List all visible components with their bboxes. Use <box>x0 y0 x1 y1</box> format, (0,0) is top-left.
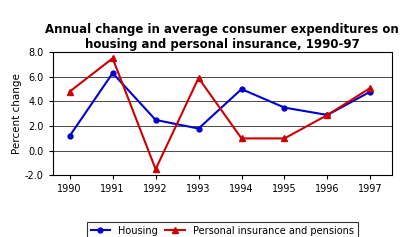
Title: Annual change in average consumer expenditures on
housing and personal insurance: Annual change in average consumer expend… <box>45 23 399 51</box>
Housing <box>239 88 244 91</box>
Personal insurance and pensions <box>239 137 244 140</box>
Housing <box>67 135 72 137</box>
Housing <box>282 106 287 109</box>
Personal insurance and pensions <box>110 57 115 60</box>
Line: Personal insurance and pensions: Personal insurance and pensions <box>66 55 374 173</box>
Housing <box>110 72 115 74</box>
Housing <box>153 118 158 121</box>
Personal insurance and pensions <box>368 87 373 89</box>
Housing <box>325 114 330 116</box>
Housing <box>368 90 373 93</box>
Personal insurance and pensions <box>67 90 72 93</box>
Personal insurance and pensions <box>325 114 330 116</box>
Housing <box>196 127 201 130</box>
Line: Housing: Housing <box>67 71 373 138</box>
Legend: Housing, Personal insurance and pensions: Housing, Personal insurance and pensions <box>87 222 358 237</box>
Personal insurance and pensions <box>282 137 287 140</box>
Personal insurance and pensions <box>196 77 201 79</box>
Personal insurance and pensions <box>153 168 158 171</box>
Y-axis label: Percent change: Percent change <box>12 73 22 154</box>
